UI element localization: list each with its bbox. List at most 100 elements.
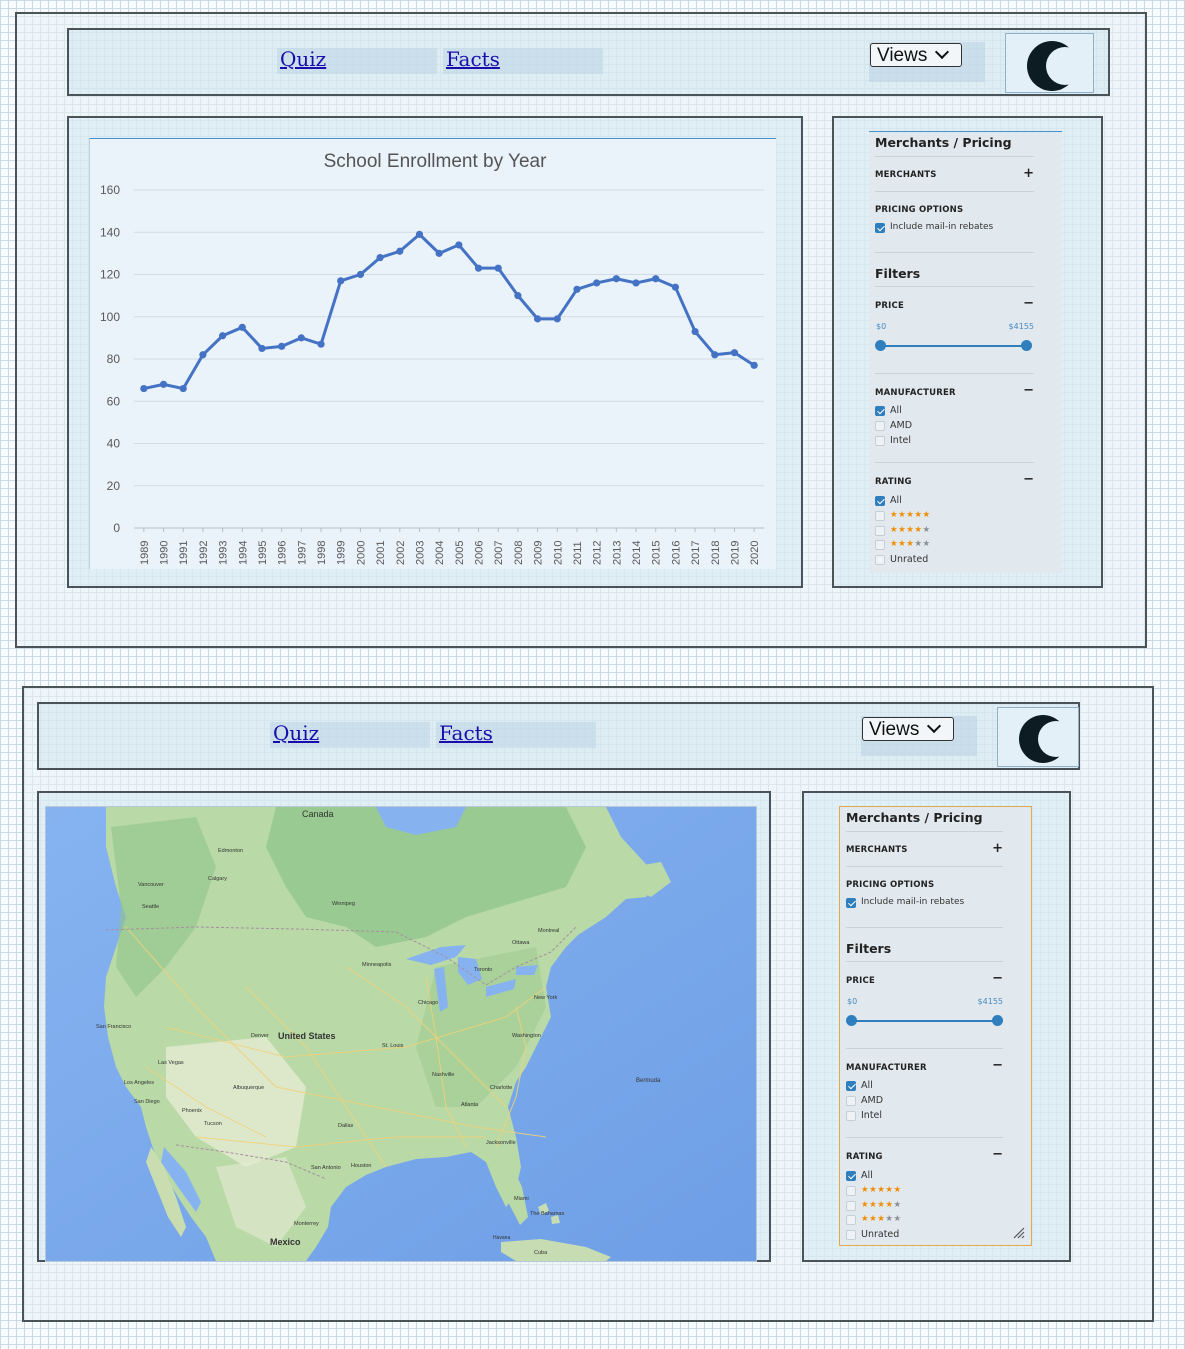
price-slider-max-handle[interactable] <box>992 1015 1003 1026</box>
rating-checkbox-5-stars[interactable] <box>875 511 885 521</box>
map-label-havana: Havana <box>493 1235 510 1241</box>
manufacturer-checkbox-all[interactable] <box>846 1081 856 1091</box>
y-tick-label: 140 <box>100 225 120 239</box>
cuba-shape <box>501 1239 611 1261</box>
quiz-link[interactable]: Quiz <box>280 47 327 71</box>
price-slider-track[interactable] <box>880 345 1026 347</box>
x-tick-label: 2019 <box>729 541 741 565</box>
rating-checkbox-unrated[interactable] <box>846 1230 856 1240</box>
price-slider-max-handle[interactable] <box>1021 340 1032 351</box>
rating-checkbox-3-stars[interactable] <box>875 540 885 550</box>
manufacturer-checkbox-all[interactable] <box>875 406 885 416</box>
views-select[interactable]: Views <box>870 43 962 67</box>
data-point <box>415 230 424 238</box>
rating-checkbox-4-stars[interactable] <box>875 525 885 536</box>
data-point <box>671 283 680 291</box>
data-point <box>258 344 266 353</box>
rebates-label: Include mail-in rebates <box>890 222 994 232</box>
manufacturer-collapse-icon[interactable]: − <box>992 1058 1003 1073</box>
star-icon: ★ <box>914 510 923 520</box>
x-tick-label: 2000 <box>355 541 367 565</box>
data-point <box>140 384 148 393</box>
manufacturer-checkbox-amd[interactable] <box>846 1096 856 1106</box>
line-chart: School Enrollment by Year 0 20 40 60 80 100 12… <box>100 151 764 565</box>
map-label-las-vegas: Las Vegas <box>158 1060 184 1066</box>
data-point <box>317 340 325 348</box>
x-tick-label: 2011 <box>572 541 584 565</box>
map-label-san-antonio: San Antonio <box>311 1165 341 1171</box>
facts-link[interactable]: Facts <box>446 47 500 71</box>
map-label-phoenix: Phoenix <box>182 1108 202 1114</box>
merchants-section-label: MERCHANTS <box>875 170 937 180</box>
price-slider-min-handle[interactable] <box>875 340 886 351</box>
facts-link-bg <box>436 722 596 748</box>
data-point <box>435 249 443 257</box>
divider <box>875 462 1034 463</box>
price-slider-min-handle[interactable] <box>846 1015 857 1026</box>
rating-checkbox-unrated[interactable] <box>875 555 885 565</box>
rating-label-unrated: Unrated <box>861 1229 900 1240</box>
x-tick-label: 1991 <box>178 541 190 565</box>
resize-handle-icon[interactable] <box>1013 1227 1025 1239</box>
manufacturer-checkbox-amd[interactable] <box>875 421 885 431</box>
map-label-atlanta: Atlanta <box>461 1102 479 1108</box>
price-collapse-icon[interactable]: − <box>992 971 1003 986</box>
map-view[interactable]: Canada United States Mexico Bermuda The … <box>45 806 757 1262</box>
map-label-montreal: Montreal <box>538 928 559 934</box>
data-point <box>514 292 522 300</box>
rebates-checkbox[interactable] <box>875 223 885 233</box>
star-icon: ★ <box>869 1214 878 1224</box>
x-tick-label: 1990 <box>159 541 171 565</box>
price-slider-track[interactable] <box>851 1020 997 1022</box>
rating-collapse-icon[interactable]: − <box>992 1147 1003 1162</box>
quiz-link[interactable]: Quiz <box>273 721 320 745</box>
merchants-expand-icon[interactable]: + <box>1023 166 1034 181</box>
manufacturer-collapse-icon[interactable]: − <box>1023 383 1034 398</box>
theme-toggle[interactable] <box>1005 33 1094 93</box>
data-point <box>238 323 246 331</box>
x-tick-label: 2010 <box>552 541 564 565</box>
x-tick-label: 2014 <box>631 541 643 565</box>
theme-toggle[interactable] <box>997 707 1079 767</box>
data-point <box>474 264 483 272</box>
rebates-checkbox[interactable] <box>846 898 856 908</box>
rating-label-unrated: Unrated <box>890 554 929 565</box>
divider <box>846 866 1003 867</box>
star-icon: ★ <box>885 1214 894 1224</box>
star-icon: ★ <box>898 539 907 549</box>
quiz-link-bg <box>277 48 437 74</box>
chart-panel: School Enrollment by Year 0 20 40 60 80 100 12… <box>67 116 803 588</box>
manufacturer-label-all: All <box>861 1080 873 1091</box>
map-label-washington: Washington <box>512 1033 541 1039</box>
filters-panel-top: Merchants / Pricing MERCHANTS + PRICING OPT… <box>832 116 1103 588</box>
x-tick-label: 1992 <box>198 541 210 565</box>
rating-collapse-icon[interactable]: − <box>1023 472 1034 487</box>
facts-link[interactable]: Facts <box>439 721 493 745</box>
data-point <box>652 275 660 283</box>
rating-5-stars: ★★★★★ <box>890 510 931 520</box>
manufacturer-checkbox-intel[interactable] <box>875 436 885 446</box>
rating-checkbox-4-stars[interactable] <box>846 1200 856 1211</box>
manufacturer-label-amd: AMD <box>861 1095 884 1106</box>
merchants-expand-icon[interactable]: + <box>992 841 1003 856</box>
rating-4-stars: ★★★★★ <box>890 525 931 535</box>
chevron-down-icon <box>927 718 942 734</box>
manufacturer-checkbox-intel[interactable] <box>846 1111 856 1121</box>
y-tick-label: 60 <box>107 394 121 408</box>
rating-checkbox-all[interactable] <box>846 1171 856 1181</box>
rating-checkbox-3-stars[interactable] <box>846 1215 856 1225</box>
map-image: Canada United States Mexico Bermuda The … <box>46 807 756 1261</box>
data-point <box>632 279 640 287</box>
x-tick-label: 2005 <box>454 541 466 565</box>
map-label-san-diego: San Diego <box>134 1099 160 1105</box>
chart-title: School Enrollment by Year <box>324 151 548 172</box>
rating-checkbox-5-stars[interactable] <box>846 1186 856 1196</box>
views-select[interactable]: Views <box>862 717 954 741</box>
map-label-toronto: Toronto <box>474 967 492 973</box>
price-collapse-icon[interactable]: − <box>1023 296 1034 311</box>
y-tick-label: 20 <box>107 479 121 493</box>
map-label-bahamas: The Bahamas <box>530 1211 564 1217</box>
y-tick-label: 0 <box>113 521 120 535</box>
rating-checkbox-all[interactable] <box>875 496 885 506</box>
map-label-new-york: New York <box>534 995 557 1001</box>
